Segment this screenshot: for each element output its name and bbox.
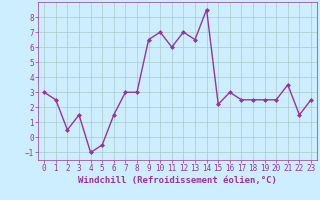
X-axis label: Windchill (Refroidissement éolien,°C): Windchill (Refroidissement éolien,°C) <box>78 176 277 185</box>
